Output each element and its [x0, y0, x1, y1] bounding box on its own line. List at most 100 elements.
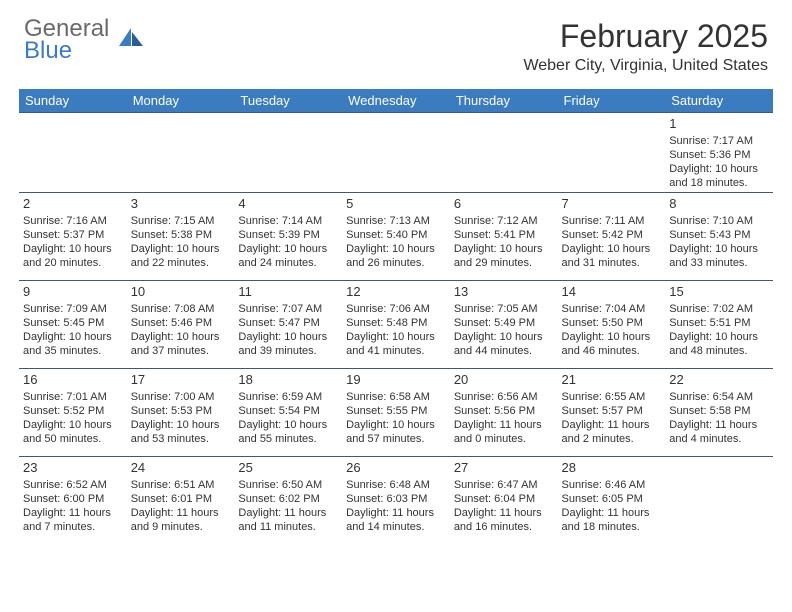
- calendar-day: 21Sunrise: 6:55 AMSunset: 5:57 PMDayligh…: [558, 368, 666, 456]
- sunset-text: Sunset: 5:56 PM: [454, 404, 554, 418]
- calendar-day: 4Sunrise: 7:14 AMSunset: 5:39 PMDaylight…: [234, 192, 342, 280]
- daylight-text: Daylight: 10 hours and 37 minutes.: [131, 330, 231, 358]
- day-number: 14: [562, 284, 662, 301]
- sunset-text: Sunset: 5:49 PM: [454, 316, 554, 330]
- day-number: 26: [346, 460, 446, 477]
- day-number: 7: [562, 196, 662, 213]
- day-number: 6: [454, 196, 554, 213]
- daylight-text: Daylight: 10 hours and 26 minutes.: [346, 242, 446, 270]
- page-title: February 2025: [523, 18, 768, 55]
- sunset-text: Sunset: 5:43 PM: [669, 228, 769, 242]
- day-header-row: SundayMondayTuesdayWednesdayThursdayFrid…: [19, 89, 773, 113]
- sunrise-text: Sunrise: 7:13 AM: [346, 214, 446, 228]
- calendar-day: 1Sunrise: 7:17 AMSunset: 5:36 PMDaylight…: [665, 113, 773, 193]
- sunrise-text: Sunrise: 7:11 AM: [562, 214, 662, 228]
- sail-icon: [117, 26, 145, 53]
- day-number: 21: [562, 372, 662, 389]
- sunset-text: Sunset: 5:53 PM: [131, 404, 231, 418]
- sunset-text: Sunset: 5:51 PM: [669, 316, 769, 330]
- calendar-day: 8Sunrise: 7:10 AMSunset: 5:43 PMDaylight…: [665, 192, 773, 280]
- calendar-day-empty: [450, 113, 558, 193]
- day-header: Tuesday: [234, 89, 342, 113]
- sunset-text: Sunset: 6:01 PM: [131, 492, 231, 506]
- daylight-text: Daylight: 10 hours and 44 minutes.: [454, 330, 554, 358]
- logo-text: General Blue: [24, 18, 109, 61]
- calendar-day: 2Sunrise: 7:16 AMSunset: 5:37 PMDaylight…: [19, 192, 127, 280]
- sunrise-text: Sunrise: 7:02 AM: [669, 302, 769, 316]
- header: General Blue February 2025 Weber City, V…: [0, 0, 792, 83]
- sunset-text: Sunset: 5:37 PM: [23, 228, 123, 242]
- daylight-text: Daylight: 10 hours and 57 minutes.: [346, 418, 446, 446]
- daylight-text: Daylight: 10 hours and 41 minutes.: [346, 330, 446, 358]
- calendar-day-empty: [342, 113, 450, 193]
- sunrise-text: Sunrise: 6:46 AM: [562, 478, 662, 492]
- daylight-text: Daylight: 11 hours and 2 minutes.: [562, 418, 662, 446]
- logo: General Blue: [24, 18, 145, 61]
- calendar-day: 16Sunrise: 7:01 AMSunset: 5:52 PMDayligh…: [19, 368, 127, 456]
- daylight-text: Daylight: 11 hours and 4 minutes.: [669, 418, 769, 446]
- sunrise-text: Sunrise: 7:16 AM: [23, 214, 123, 228]
- calendar-day: 27Sunrise: 6:47 AMSunset: 6:04 PMDayligh…: [450, 456, 558, 544]
- day-header: Thursday: [450, 89, 558, 113]
- sunrise-text: Sunrise: 7:05 AM: [454, 302, 554, 316]
- calendar-day: 15Sunrise: 7:02 AMSunset: 5:51 PMDayligh…: [665, 280, 773, 368]
- daylight-text: Daylight: 10 hours and 29 minutes.: [454, 242, 554, 270]
- calendar-body: 1Sunrise: 7:17 AMSunset: 5:36 PMDaylight…: [19, 113, 773, 545]
- daylight-text: Daylight: 10 hours and 55 minutes.: [238, 418, 338, 446]
- sunrise-text: Sunrise: 7:12 AM: [454, 214, 554, 228]
- day-number: 2: [23, 196, 123, 213]
- sunrise-text: Sunrise: 6:59 AM: [238, 390, 338, 404]
- calendar-day: 7Sunrise: 7:11 AMSunset: 5:42 PMDaylight…: [558, 192, 666, 280]
- calendar-head: SundayMondayTuesdayWednesdayThursdayFrid…: [19, 89, 773, 113]
- sunrise-text: Sunrise: 7:01 AM: [23, 390, 123, 404]
- daylight-text: Daylight: 10 hours and 35 minutes.: [23, 330, 123, 358]
- calendar-day: 11Sunrise: 7:07 AMSunset: 5:47 PMDayligh…: [234, 280, 342, 368]
- calendar-day: 9Sunrise: 7:09 AMSunset: 5:45 PMDaylight…: [19, 280, 127, 368]
- day-header: Sunday: [19, 89, 127, 113]
- sunrise-text: Sunrise: 7:15 AM: [131, 214, 231, 228]
- calendar-day: 13Sunrise: 7:05 AMSunset: 5:49 PMDayligh…: [450, 280, 558, 368]
- sunset-text: Sunset: 5:36 PM: [669, 148, 769, 162]
- sunrise-text: Sunrise: 6:50 AM: [238, 478, 338, 492]
- sunrise-text: Sunrise: 7:09 AM: [23, 302, 123, 316]
- day-number: 24: [131, 460, 231, 477]
- sunset-text: Sunset: 5:57 PM: [562, 404, 662, 418]
- day-number: 9: [23, 284, 123, 301]
- calendar-week: 2Sunrise: 7:16 AMSunset: 5:37 PM Daylight…: [19, 192, 773, 280]
- day-number: 4: [238, 196, 338, 213]
- sunrise-text: Sunrise: 6:54 AM: [669, 390, 769, 404]
- daylight-text: Daylight: 11 hours and 14 minutes.: [346, 506, 446, 534]
- day-number: 27: [454, 460, 554, 477]
- sunset-text: Sunset: 5:46 PM: [131, 316, 231, 330]
- calendar-day: 23Sunrise: 6:52 AMSunset: 6:00 PMDayligh…: [19, 456, 127, 544]
- day-number: 16: [23, 372, 123, 389]
- day-number: 8: [669, 196, 769, 213]
- daylight-text: Daylight: 11 hours and 9 minutes.: [131, 506, 231, 534]
- sunset-text: Sunset: 5:52 PM: [23, 404, 123, 418]
- day-number: 23: [23, 460, 123, 477]
- calendar-day: 17Sunrise: 7:00 AMSunset: 5:53 PMDayligh…: [127, 368, 235, 456]
- sunrise-text: Sunrise: 7:08 AM: [131, 302, 231, 316]
- sunrise-text: Sunrise: 6:47 AM: [454, 478, 554, 492]
- daylight-text: Daylight: 10 hours and 33 minutes.: [669, 242, 769, 270]
- calendar-day: 14Sunrise: 7:04 AMSunset: 5:50 PMDayligh…: [558, 280, 666, 368]
- calendar-week: 23Sunrise: 6:52 AMSunset: 6:00 PMDayligh…: [19, 456, 773, 544]
- sunrise-text: Sunrise: 6:56 AM: [454, 390, 554, 404]
- logo-word-blue: Blue: [24, 40, 109, 62]
- sunset-text: Sunset: 5:54 PM: [238, 404, 338, 418]
- daylight-text: Daylight: 10 hours and 53 minutes.: [131, 418, 231, 446]
- daylight-text: Daylight: 10 hours and 18 minutes.: [669, 162, 769, 190]
- sunrise-text: Sunrise: 6:48 AM: [346, 478, 446, 492]
- sunrise-text: Sunrise: 7:17 AM: [669, 134, 769, 148]
- sunset-text: Sunset: 5:38 PM: [131, 228, 231, 242]
- sunset-text: Sunset: 5:55 PM: [346, 404, 446, 418]
- day-number: 13: [454, 284, 554, 301]
- calendar-day: 6Sunrise: 7:12 AMSunset: 5:41 PMDaylight…: [450, 192, 558, 280]
- calendar-day: 3Sunrise: 7:15 AMSunset: 5:38 PMDaylight…: [127, 192, 235, 280]
- daylight-text: Daylight: 10 hours and 46 minutes.: [562, 330, 662, 358]
- daylight-text: Daylight: 10 hours and 50 minutes.: [23, 418, 123, 446]
- daylight-text: Daylight: 11 hours and 18 minutes.: [562, 506, 662, 534]
- day-number: 10: [131, 284, 231, 301]
- day-number: 22: [669, 372, 769, 389]
- sunset-text: Sunset: 6:02 PM: [238, 492, 338, 506]
